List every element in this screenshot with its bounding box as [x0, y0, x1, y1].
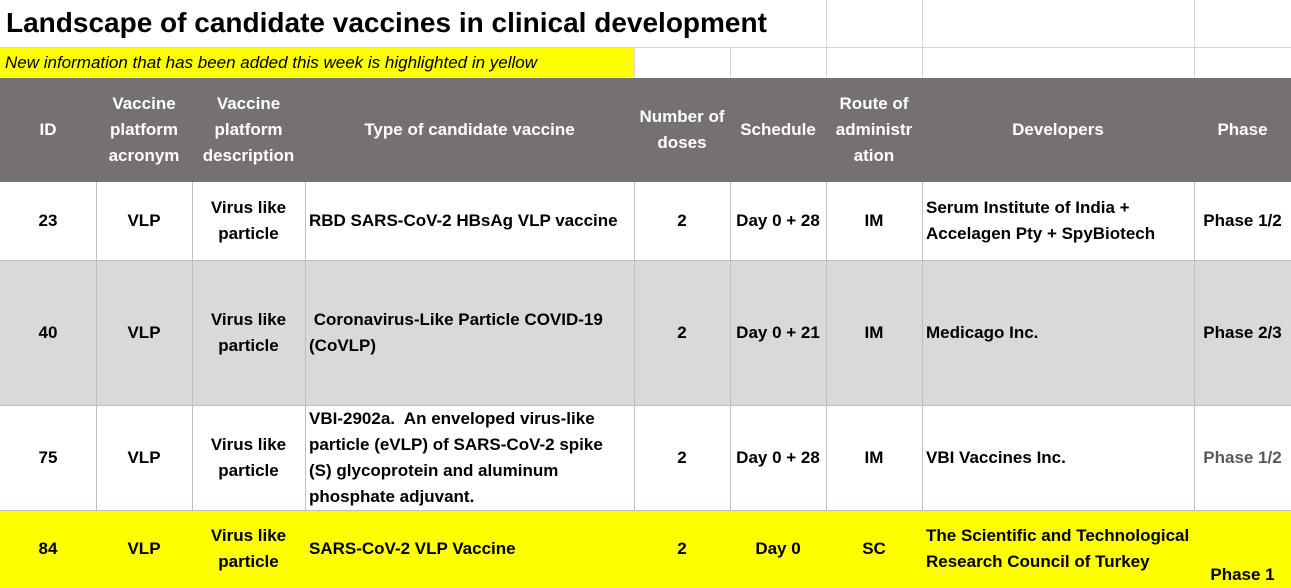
title-row: Landscape of candidate vaccines in clini… [0, 0, 1291, 47]
cell-route[interactable]: IM [864, 211, 884, 230]
cell-id[interactable]: 84 [38, 539, 58, 558]
cell-type[interactable]: Coronavirus-Like Particle COVID-19 (CoVL… [309, 309, 608, 355]
cell-id[interactable]: 23 [38, 211, 58, 230]
cell-schedule[interactable]: Day 0 [755, 539, 801, 558]
cell-type[interactable]: RBD SARS-CoV-2 HBsAg VLP vaccine [309, 211, 618, 230]
cell-developers[interactable]: The Scientific and Technological Researc… [926, 526, 1190, 571]
cell-schedule[interactable]: Day 0 + 28 [736, 211, 820, 230]
cell-doses[interactable]: 2 [677, 211, 687, 230]
cell-id[interactable]: 75 [38, 447, 58, 467]
gridline [826, 0, 827, 78]
cell-route[interactable]: IM [864, 447, 884, 467]
gridline [826, 182, 827, 510]
gridline [305, 182, 306, 510]
cell-phase[interactable]: Phase 1 [1210, 565, 1275, 584]
cell-doses[interactable]: 2 [677, 539, 687, 558]
subtitle-cell[interactable]: New information that has been added this… [0, 48, 634, 77]
gridline [730, 182, 731, 510]
cell-route[interactable]: SC [862, 539, 886, 558]
gridline [1194, 182, 1195, 510]
sheet-title[interactable]: Landscape of candidate vaccines in clini… [6, 7, 767, 38]
gridline [1194, 0, 1195, 78]
header-platform-acronym[interactable]: Vaccine platform acronym [108, 94, 180, 165]
table-row: 75 VLP Virus like particle VBI-2902a. An… [0, 405, 1291, 510]
cell-description[interactable]: Virus like particle [210, 309, 287, 355]
gridline [730, 47, 731, 78]
cell-description[interactable]: Virus like particle [210, 526, 287, 571]
cell-phase[interactable]: Phase 1/2 [1203, 447, 1282, 467]
gridline [0, 510, 1291, 511]
header-id[interactable]: ID [39, 120, 57, 139]
gridline [0, 47, 1291, 48]
gridline [634, 47, 635, 78]
cell-acronym[interactable]: VLP [127, 322, 161, 342]
header-developers[interactable]: Developers [1012, 120, 1104, 139]
cell-description[interactable]: Virus like particle [210, 198, 287, 243]
table-row: 40 VLP Virus like particle Coronavirus-L… [0, 260, 1291, 405]
cell-route[interactable]: IM [864, 322, 884, 342]
cell-acronym[interactable]: VLP [127, 447, 161, 467]
cell-doses[interactable]: 2 [677, 447, 687, 467]
cell-doses[interactable]: 2 [677, 322, 687, 342]
table-row: 23 VLP Virus like particle RBD SARS-CoV-… [0, 182, 1291, 260]
header-route[interactable]: Route of administration [835, 94, 913, 165]
cell-developers[interactable]: VBI Vaccines Inc. [926, 447, 1066, 467]
cell-acronym[interactable]: VLP [127, 211, 161, 230]
cell-developers[interactable]: Medicago Inc. [926, 322, 1039, 342]
cell-schedule[interactable]: Day 0 + 21 [736, 322, 820, 342]
sheet-subtitle: New information that has been added this… [5, 53, 538, 72]
header-platform-description[interactable]: Vaccine platform description [202, 94, 295, 165]
cell-acronym[interactable]: VLP [127, 539, 161, 558]
gridline [96, 182, 97, 510]
cell-type[interactable]: SARS-CoV-2 VLP Vaccine [309, 539, 516, 558]
cell-phase[interactable]: Phase 2/3 [1203, 322, 1282, 342]
header-schedule[interactable]: Schedule [740, 120, 816, 139]
gridline [0, 405, 1291, 406]
table-header: ID Vaccine platform acronym Vaccine plat… [0, 78, 1291, 182]
table-row-highlighted: 84 VLP Virus like particle SARS-CoV-2 VL… [0, 510, 1291, 588]
gridline [0, 260, 1291, 261]
cell-developers[interactable]: Serum Institute of India + Accelagen Pty… [926, 198, 1156, 243]
header-candidate-type[interactable]: Type of candidate vaccine [364, 120, 575, 139]
gridline [922, 182, 923, 510]
cell-schedule[interactable]: Day 0 + 28 [736, 447, 820, 467]
gridline [634, 182, 635, 510]
header-number-of-doses[interactable]: Number of doses [639, 107, 725, 152]
cell-phase[interactable]: Phase 1/2 [1203, 211, 1282, 230]
cell-id[interactable]: 40 [38, 322, 58, 342]
cell-type[interactable]: VBI-2902a. An enveloped virus-like parti… [309, 408, 608, 506]
gridline [922, 0, 923, 78]
header-phase[interactable]: Phase [1217, 120, 1268, 139]
cell-description[interactable]: Virus like particle [210, 434, 287, 480]
gridline [192, 182, 193, 510]
